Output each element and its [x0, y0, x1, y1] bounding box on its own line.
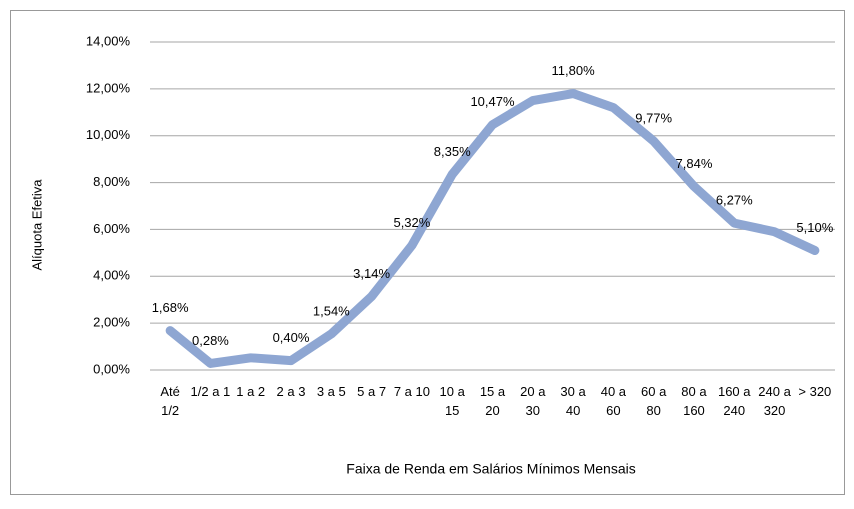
- x-tick-label: 240 a 320: [758, 384, 791, 418]
- y-tick-label: 6,00%: [93, 221, 130, 236]
- x-tick-label-box: 40 a 60: [600, 384, 627, 418]
- x-tick-label-box: 160 a 240: [717, 384, 751, 418]
- x-tick-label: 30 a 40: [560, 384, 586, 418]
- x-tick-label: 10 a 15: [439, 384, 465, 418]
- x-tick-label: 80 a 160: [681, 384, 707, 418]
- x-tick-label-box: 60 a 80: [641, 384, 667, 418]
- x-tick-label-box: 3 a 5: [316, 384, 346, 399]
- x-tick-label: 1 a 2: [236, 384, 266, 399]
- x-tick-label: 5 a 7: [357, 384, 387, 399]
- x-tick-label: 160 a 240: [717, 384, 751, 418]
- x-tick-label-box: 7 a 10: [393, 384, 430, 399]
- x-tick-label-box: 10 a 15: [439, 384, 465, 418]
- x-tick-label: 60 a 80: [641, 384, 667, 418]
- y-tick-label: 0,00%: [93, 361, 130, 376]
- y-tick-label: 14,00%: [86, 33, 131, 48]
- x-tick-label: Até 1/2: [160, 384, 180, 418]
- x-tick-label-box: 240 a 320: [758, 384, 791, 418]
- x-tick-label-box: 30 a 40: [560, 384, 586, 418]
- y-tick-label: 10,00%: [86, 127, 131, 142]
- y-tick-label: 4,00%: [93, 268, 130, 283]
- x-tick-label-box: 1 a 2: [236, 384, 266, 399]
- data-label: 9,77%: [635, 111, 672, 126]
- data-label: 5,32%: [393, 215, 430, 230]
- x-tick-label-box: 20 a 30: [520, 384, 546, 418]
- chart-border: [10, 10, 845, 495]
- data-label: 5,10%: [796, 220, 833, 235]
- y-tick-label: 2,00%: [93, 315, 130, 330]
- x-tick-label-box: Até 1/2: [160, 384, 180, 418]
- x-tick-label: 40 a 60: [600, 384, 627, 418]
- x-tick-label-box: > 320: [798, 384, 832, 399]
- x-tick-label-box: 1/2 a 1: [190, 384, 231, 399]
- data-label: 0,40%: [273, 330, 310, 345]
- data-label: 6,27%: [716, 193, 753, 208]
- x-tick-label: > 320: [798, 384, 832, 399]
- data-label: 11,80%: [552, 63, 596, 78]
- x-tick-label: 3 a 5: [316, 384, 346, 399]
- x-tick-label-box: 2 a 3: [276, 384, 306, 399]
- x-tick-label-box: 15 a 20: [479, 384, 506, 418]
- x-axis-label: Faixa de Renda em Salários Mínimos Mensa…: [346, 461, 635, 477]
- data-label: 8,35%: [434, 144, 471, 159]
- data-label: 1,54%: [313, 303, 350, 318]
- data-label: 3,14%: [353, 266, 390, 281]
- data-label: 7,84%: [676, 156, 713, 171]
- data-label: 10,47%: [470, 94, 515, 109]
- x-tick-label: 2 a 3: [276, 384, 306, 399]
- x-tick-label: 15 a 20: [479, 384, 506, 418]
- x-tick-label: 1/2 a 1: [190, 384, 231, 399]
- x-tick-label-box: 80 a 160: [681, 384, 707, 418]
- data-label: 1,68%: [152, 300, 189, 315]
- y-tick-label: 8,00%: [93, 174, 130, 189]
- x-tick-label: 20 a 30: [520, 384, 546, 418]
- line-series: [165, 89, 820, 368]
- data-label: 0,28%: [192, 333, 229, 348]
- x-tick-label: 7 a 10: [393, 384, 430, 399]
- x-tick-label-box: 5 a 7: [357, 384, 387, 399]
- y-tick-label: 12,00%: [86, 80, 131, 95]
- y-axis-label: Alíquota Efetiva: [29, 179, 44, 271]
